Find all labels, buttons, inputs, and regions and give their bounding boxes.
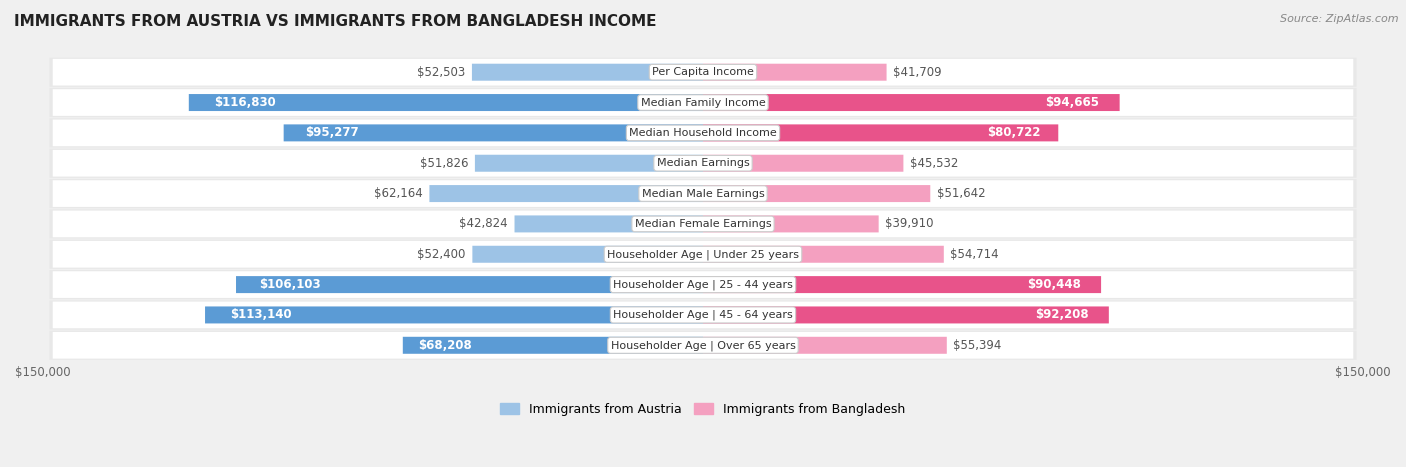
FancyBboxPatch shape: [515, 215, 703, 233]
FancyBboxPatch shape: [49, 209, 1357, 239]
Text: $95,277: $95,277: [305, 127, 359, 139]
FancyBboxPatch shape: [703, 185, 931, 202]
FancyBboxPatch shape: [52, 211, 1354, 237]
Text: Householder Age | 45 - 64 years: Householder Age | 45 - 64 years: [613, 310, 793, 320]
FancyBboxPatch shape: [188, 94, 703, 111]
Text: Median Family Income: Median Family Income: [641, 98, 765, 107]
FancyBboxPatch shape: [402, 337, 703, 354]
Text: $92,208: $92,208: [1035, 308, 1088, 321]
Text: $39,910: $39,910: [886, 218, 934, 230]
FancyBboxPatch shape: [429, 185, 703, 202]
FancyBboxPatch shape: [52, 332, 1354, 359]
Text: $42,824: $42,824: [460, 218, 508, 230]
Text: $54,714: $54,714: [950, 248, 1000, 261]
FancyBboxPatch shape: [49, 149, 1357, 178]
FancyBboxPatch shape: [703, 155, 904, 172]
Text: Householder Age | Over 65 years: Householder Age | Over 65 years: [610, 340, 796, 351]
FancyBboxPatch shape: [472, 246, 703, 263]
FancyBboxPatch shape: [284, 124, 703, 142]
FancyBboxPatch shape: [52, 59, 1354, 85]
Text: Median Female Earnings: Median Female Earnings: [634, 219, 772, 229]
Text: $94,665: $94,665: [1045, 96, 1099, 109]
FancyBboxPatch shape: [236, 276, 703, 293]
Text: Householder Age | Under 25 years: Householder Age | Under 25 years: [607, 249, 799, 260]
Text: $68,208: $68,208: [418, 339, 471, 352]
Text: Median Male Earnings: Median Male Earnings: [641, 189, 765, 198]
FancyBboxPatch shape: [703, 215, 879, 233]
Text: $113,140: $113,140: [231, 308, 291, 321]
Text: Householder Age | 25 - 44 years: Householder Age | 25 - 44 years: [613, 279, 793, 290]
FancyBboxPatch shape: [49, 88, 1357, 117]
FancyBboxPatch shape: [703, 337, 946, 354]
Text: Median Earnings: Median Earnings: [657, 158, 749, 168]
FancyBboxPatch shape: [703, 64, 887, 81]
FancyBboxPatch shape: [49, 240, 1357, 269]
FancyBboxPatch shape: [49, 270, 1357, 299]
FancyBboxPatch shape: [475, 155, 703, 172]
FancyBboxPatch shape: [703, 306, 1109, 324]
FancyBboxPatch shape: [49, 57, 1357, 87]
Text: $90,448: $90,448: [1028, 278, 1081, 291]
Legend: Immigrants from Austria, Immigrants from Bangladesh: Immigrants from Austria, Immigrants from…: [495, 398, 911, 421]
Text: $55,394: $55,394: [953, 339, 1002, 352]
Text: $52,400: $52,400: [418, 248, 465, 261]
Text: $45,532: $45,532: [910, 157, 959, 170]
Text: $62,164: $62,164: [374, 187, 423, 200]
Text: Median Household Income: Median Household Income: [628, 128, 778, 138]
FancyBboxPatch shape: [52, 120, 1354, 146]
FancyBboxPatch shape: [703, 124, 1059, 142]
FancyBboxPatch shape: [52, 241, 1354, 268]
FancyBboxPatch shape: [49, 118, 1357, 148]
FancyBboxPatch shape: [205, 306, 703, 324]
FancyBboxPatch shape: [49, 300, 1357, 330]
FancyBboxPatch shape: [472, 64, 703, 81]
Text: $52,503: $52,503: [418, 66, 465, 79]
Text: $51,826: $51,826: [420, 157, 468, 170]
FancyBboxPatch shape: [52, 150, 1354, 177]
FancyBboxPatch shape: [703, 94, 1119, 111]
Text: $80,722: $80,722: [987, 127, 1040, 139]
Text: Per Capita Income: Per Capita Income: [652, 67, 754, 77]
FancyBboxPatch shape: [52, 271, 1354, 298]
Text: IMMIGRANTS FROM AUSTRIA VS IMMIGRANTS FROM BANGLADESH INCOME: IMMIGRANTS FROM AUSTRIA VS IMMIGRANTS FR…: [14, 14, 657, 29]
Text: $41,709: $41,709: [893, 66, 942, 79]
Text: $51,642: $51,642: [936, 187, 986, 200]
Text: $116,830: $116,830: [215, 96, 276, 109]
Text: $106,103: $106,103: [259, 278, 321, 291]
FancyBboxPatch shape: [703, 276, 1101, 293]
FancyBboxPatch shape: [49, 179, 1357, 208]
FancyBboxPatch shape: [52, 89, 1354, 116]
Text: Source: ZipAtlas.com: Source: ZipAtlas.com: [1281, 14, 1399, 24]
FancyBboxPatch shape: [52, 302, 1354, 328]
FancyBboxPatch shape: [49, 331, 1357, 360]
FancyBboxPatch shape: [52, 180, 1354, 207]
FancyBboxPatch shape: [703, 246, 943, 263]
